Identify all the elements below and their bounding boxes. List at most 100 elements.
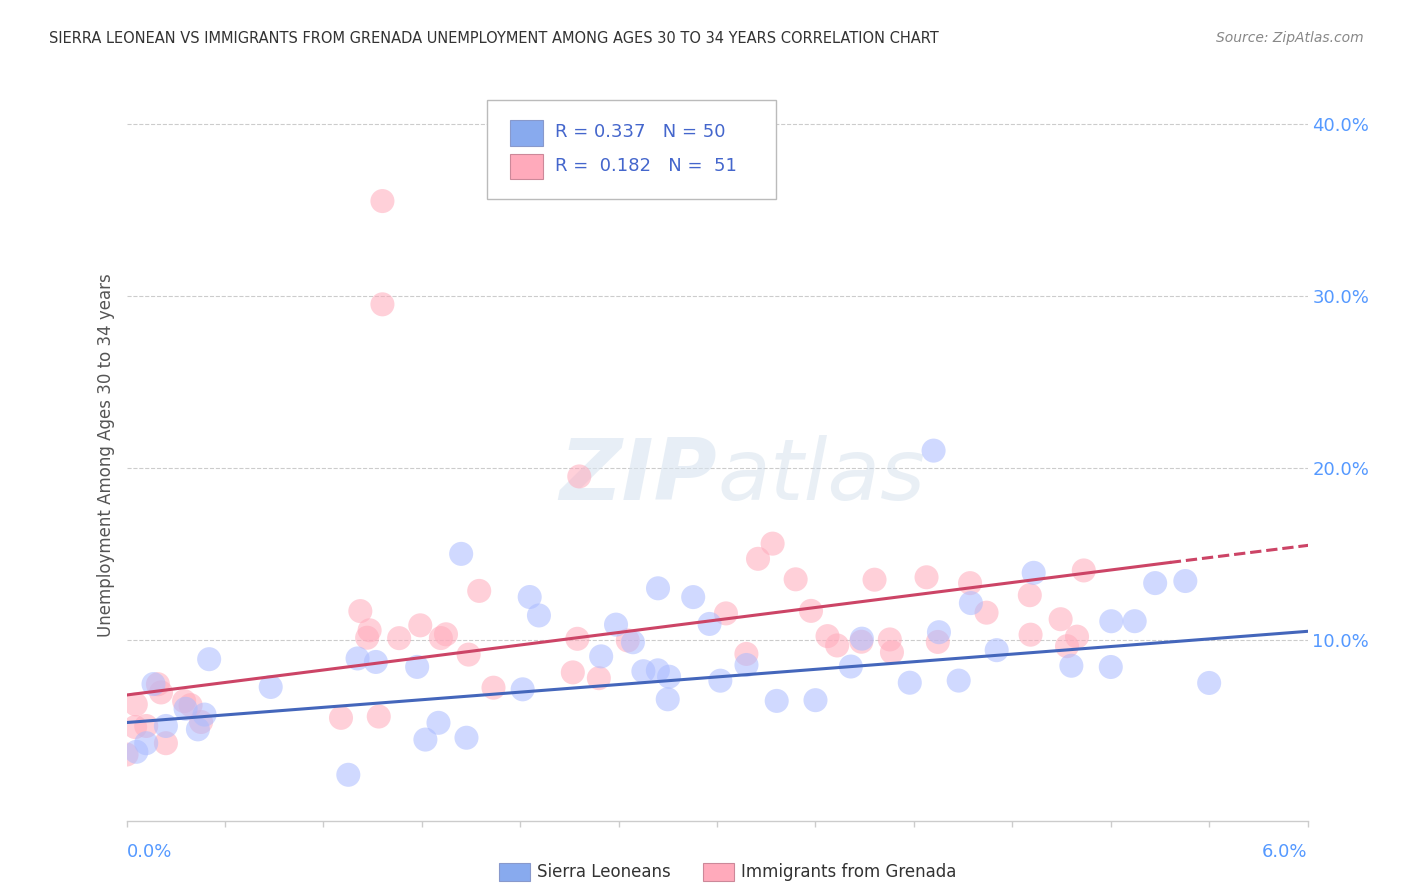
Point	[371, 194, 394, 208]
Point	[155, 719, 177, 733]
Point	[367, 709, 389, 723]
Text: Immigrants from Grenada: Immigrants from Grenada	[741, 863, 956, 881]
Point	[863, 573, 886, 587]
Point	[1056, 639, 1078, 653]
Point	[948, 673, 970, 688]
Point	[747, 551, 769, 566]
Point	[406, 660, 429, 674]
Point	[135, 719, 157, 733]
Point	[714, 607, 737, 621]
Point	[359, 624, 381, 638]
Point	[647, 582, 669, 596]
Point	[1099, 660, 1122, 674]
Point	[346, 651, 368, 665]
Point	[115, 747, 138, 762]
Y-axis label: Unemployment Among Ages 30 to 34 years: Unemployment Among Ages 30 to 34 years	[97, 273, 115, 637]
Point	[682, 590, 704, 604]
Point	[1060, 658, 1083, 673]
Point	[825, 639, 848, 653]
Point	[150, 685, 173, 699]
Text: R =  0.182   N =  51: R = 0.182 N = 51	[555, 157, 737, 175]
Point	[1123, 614, 1146, 628]
Point	[765, 694, 787, 708]
Point	[434, 627, 457, 641]
Point	[519, 590, 541, 604]
Point	[898, 675, 921, 690]
Point	[180, 698, 202, 713]
Point	[561, 665, 583, 680]
Text: Source: ZipAtlas.com: Source: ZipAtlas.com	[1216, 31, 1364, 45]
Point	[621, 635, 644, 649]
Point	[591, 649, 613, 664]
Point	[193, 707, 215, 722]
Point	[735, 658, 758, 673]
Point	[457, 648, 479, 662]
Point	[633, 664, 655, 678]
Point	[174, 702, 197, 716]
Point	[371, 297, 394, 311]
Text: ZIP: ZIP	[560, 435, 717, 518]
Point	[588, 671, 610, 685]
Point	[839, 659, 862, 673]
Point	[851, 634, 873, 648]
Point	[927, 635, 949, 649]
Point	[1066, 630, 1088, 644]
Point	[657, 692, 679, 706]
Point	[155, 736, 177, 750]
Point	[959, 576, 981, 591]
Point	[568, 469, 591, 483]
Point	[409, 618, 432, 632]
FancyBboxPatch shape	[510, 153, 544, 179]
Point	[976, 606, 998, 620]
Point	[198, 652, 221, 666]
Point	[817, 629, 839, 643]
Text: SIERRA LEONEAN VS IMMIGRANTS FROM GRENADA UNEMPLOYMENT AMONG AGES 30 TO 34 YEARS: SIERRA LEONEAN VS IMMIGRANTS FROM GRENAD…	[49, 31, 939, 46]
Point	[330, 711, 353, 725]
Point	[415, 732, 437, 747]
Point	[125, 698, 148, 712]
Point	[135, 736, 157, 750]
Point	[527, 608, 550, 623]
Point	[928, 625, 950, 640]
Point	[1049, 612, 1071, 626]
Point	[804, 693, 827, 707]
Point	[468, 583, 491, 598]
Point	[430, 631, 453, 645]
Point	[1018, 588, 1040, 602]
Point	[187, 723, 209, 737]
Point	[647, 663, 669, 677]
Point	[349, 604, 371, 618]
Point	[356, 631, 378, 645]
Point	[658, 670, 681, 684]
Point	[456, 731, 478, 745]
Point	[125, 745, 148, 759]
FancyBboxPatch shape	[486, 100, 776, 199]
Point	[785, 572, 807, 586]
Point	[146, 677, 169, 691]
Point	[427, 715, 450, 730]
Point	[709, 673, 731, 688]
Point	[986, 643, 1008, 657]
Point	[880, 645, 903, 659]
Text: Sierra Leoneans: Sierra Leoneans	[537, 863, 671, 881]
Point	[388, 631, 411, 645]
Point	[173, 694, 195, 708]
Point	[1022, 566, 1045, 580]
FancyBboxPatch shape	[510, 120, 544, 145]
Point	[142, 677, 165, 691]
Point	[605, 617, 627, 632]
Point	[960, 596, 983, 610]
Text: 6.0%: 6.0%	[1263, 843, 1308, 861]
Point	[851, 632, 873, 646]
Point	[800, 604, 823, 618]
Point	[915, 570, 938, 584]
Point	[482, 681, 505, 695]
Point	[124, 720, 146, 734]
Point	[512, 682, 534, 697]
Point	[879, 632, 901, 647]
Text: R = 0.337   N = 50: R = 0.337 N = 50	[555, 122, 725, 141]
Point	[735, 647, 758, 661]
Point	[567, 632, 589, 646]
Point	[364, 655, 387, 669]
Text: 0.0%: 0.0%	[127, 843, 172, 861]
